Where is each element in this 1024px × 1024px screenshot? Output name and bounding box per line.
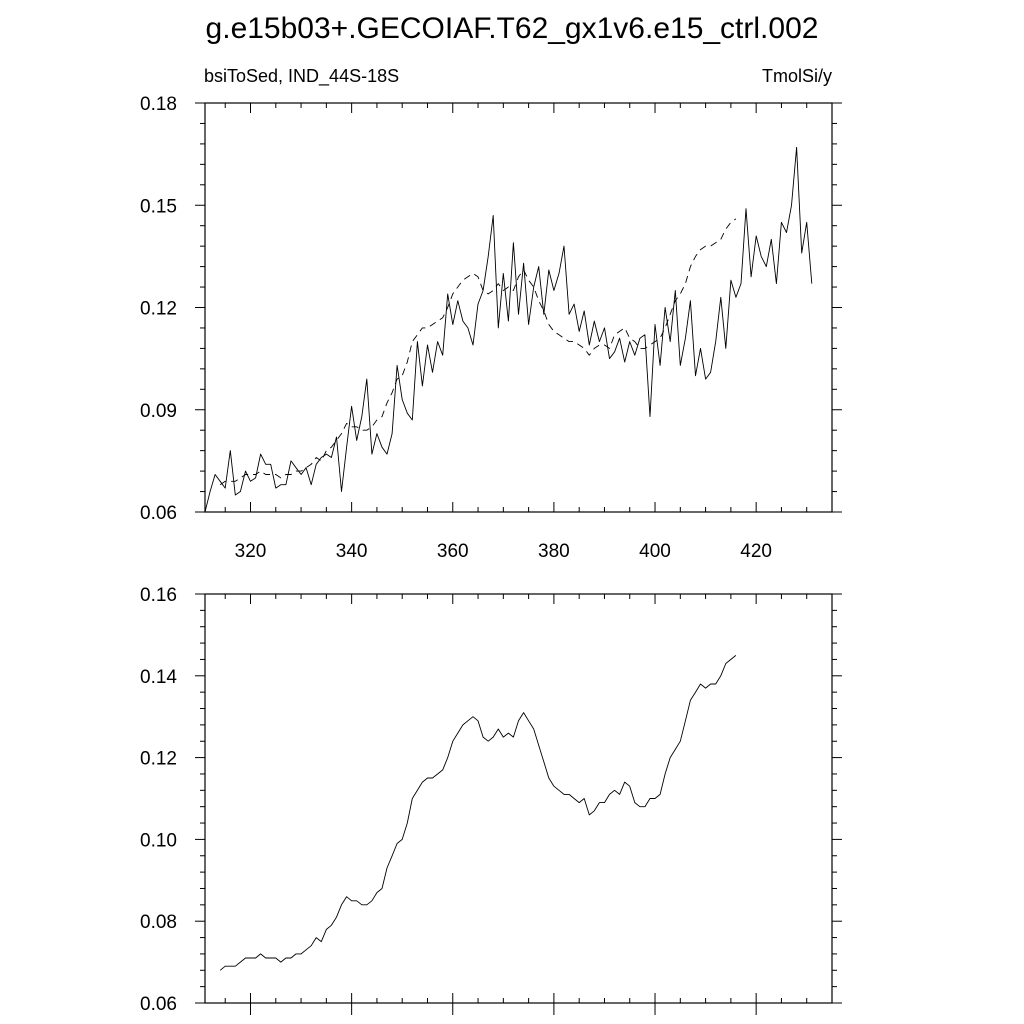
y-tick-label: 0.15 (140, 196, 177, 217)
y-tick-label: 0.08 (140, 912, 177, 933)
x-tick-label: 340 (336, 541, 368, 562)
y-tick-label: 0.10 (140, 830, 177, 851)
series-line-smoothed (219, 218, 737, 486)
y-tick-label: 0.14 (140, 667, 177, 688)
x-tick-label: 420 (740, 541, 772, 562)
y-tick-label: 0.18 (140, 94, 177, 115)
x-tick-label: 360 (437, 541, 469, 562)
x-tick-label: 320 (235, 541, 267, 562)
top-chart-ticks (195, 102, 842, 513)
x-tick-label: 380 (538, 541, 570, 562)
series-line-annual (204, 146, 813, 513)
series-line-smoothed (219, 655, 737, 971)
top-chart-units-label: TmolSi/y (762, 66, 832, 86)
figure-title: g.e15b03+.GECOIAF.T62_gx1v6.e15_ctrl.002 (206, 12, 819, 45)
top-chart-series (204, 146, 813, 513)
top-chart-plot-frame (204, 102, 833, 513)
bottom-line-chart: 0.06 0.08 0.10 0.12 0.14 0.16 (140, 585, 842, 1015)
top-chart-left-label: bsiToSed, IND_44S-18S (204, 66, 399, 87)
y-tick-label: 0.12 (140, 299, 177, 320)
y-tick-label: 0.06 (140, 994, 177, 1015)
bottom-chart-ticks (195, 593, 842, 1015)
y-tick-label: 0.09 (140, 401, 177, 422)
y-tick-label: 0.06 (140, 503, 177, 524)
x-tick-label: 400 (639, 541, 671, 562)
y-tick-label: 0.16 (140, 585, 177, 606)
bottom-chart-plot-frame (204, 593, 833, 1004)
bottom-chart-tick-labels: 0.06 0.08 0.10 0.12 0.14 0.16 (140, 585, 177, 1015)
top-chart-tick-labels: 320 340 360 380 400 420 0.06 0.09 0.12 0.15 0.18 (140, 94, 772, 562)
top-line-chart: bsiToSed, IND_44S-18S TmolSi/y 320 340 360… (140, 66, 842, 562)
y-tick-label: 0.12 (140, 749, 177, 770)
bottom-chart-series (219, 655, 737, 971)
